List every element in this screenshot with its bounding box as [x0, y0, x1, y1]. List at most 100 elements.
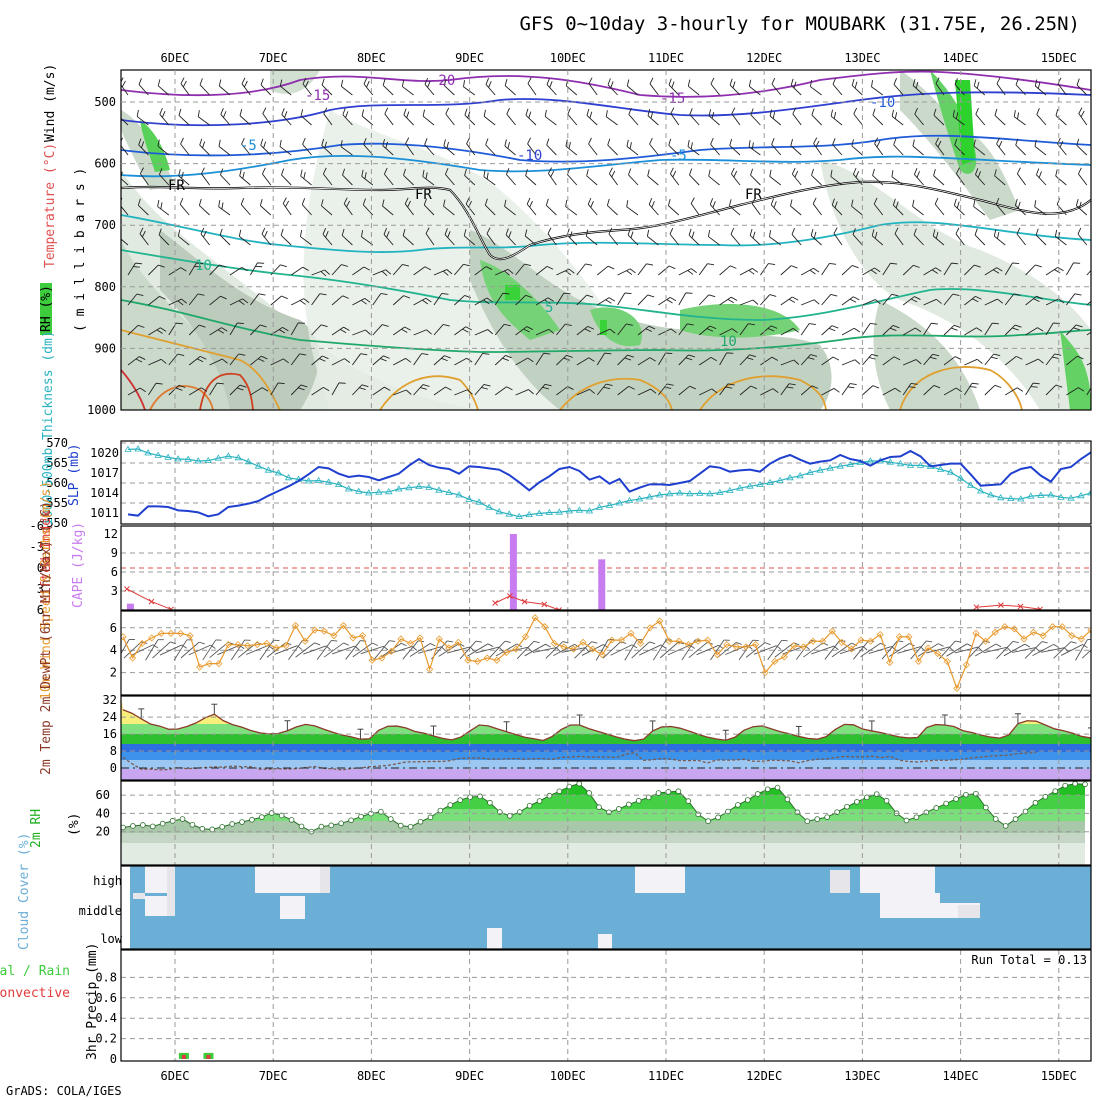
barb-staff [168, 298, 182, 306]
wind-barb [749, 228, 761, 246]
wind-barb [647, 109, 659, 126]
wind-barb [1086, 326, 1091, 336]
wind-barb [342, 168, 353, 186]
barb-staff [372, 293, 382, 306]
barb-staff [729, 84, 741, 96]
rh-marker [1082, 781, 1088, 788]
barb-flag [217, 329, 225, 334]
rh-marker [675, 788, 682, 795]
rh-marker [933, 805, 940, 811]
barb-staff [261, 233, 272, 246]
barb-staff [770, 204, 782, 216]
barb-flag [504, 640, 511, 643]
wind-barb [565, 139, 578, 156]
wind-barb [874, 137, 884, 156]
barb-staff [266, 642, 287, 658]
wind-barb [809, 79, 822, 96]
barb-staff [739, 268, 753, 276]
ylabel-rh2m: 2m RH [29, 809, 44, 848]
thickness-marker [716, 488, 724, 495]
barb-flag [200, 387, 208, 392]
barb-flag [215, 639, 222, 641]
barb-flag [725, 386, 733, 389]
barb-flag [668, 265, 676, 270]
barb-staff [345, 640, 361, 660]
wind-barb [760, 356, 779, 366]
surface-wind-barb [946, 643, 973, 657]
thickness-marker [375, 488, 383, 495]
cape-bars [126, 534, 606, 610]
barb-flag [670, 328, 677, 334]
barb-staff [1017, 173, 1026, 186]
precip-tick-label: 0.6 [95, 991, 117, 1005]
barb-staff [123, 641, 142, 659]
wind-barb [596, 297, 616, 306]
barb-flag [729, 265, 737, 269]
wind-speed-marker [1010, 625, 1018, 633]
barb-flag [647, 169, 650, 177]
barb-flag [833, 112, 837, 119]
barb-flag [954, 78, 958, 85]
wind-barb [157, 139, 170, 156]
barb-staff [790, 205, 802, 216]
barb-flag [871, 353, 879, 357]
barb-staff [475, 646, 499, 654]
wind-barb [739, 385, 758, 396]
wind-barb [148, 327, 167, 336]
wind-speed-marker [914, 657, 923, 665]
barb-flag [524, 263, 532, 267]
barb-staff [597, 328, 611, 336]
barb-staff [687, 146, 700, 156]
barb-flag [121, 80, 126, 88]
barb-flag [528, 389, 534, 395]
barb-staff [943, 293, 954, 306]
wind-barb [474, 266, 493, 276]
barb-staff [127, 324, 139, 336]
wind-barb [413, 353, 429, 366]
barb-staff [392, 326, 405, 336]
wind-barb [853, 107, 863, 126]
wind-barb [535, 297, 554, 306]
wind-speed-marker [991, 628, 999, 636]
wind-barb [209, 264, 226, 276]
li-line [494, 595, 560, 610]
wind-speed-marker [512, 645, 520, 653]
surface-wind-barb [459, 640, 482, 660]
barb-flag [1078, 387, 1085, 392]
date-label-bottom: 7DEC [259, 1069, 288, 1083]
barb-flag [668, 78, 672, 86]
wind-speed-marker [751, 641, 760, 649]
barb-flag [198, 198, 202, 206]
li-marker [124, 586, 130, 592]
barb-staff [445, 173, 455, 186]
barb-staff [405, 143, 414, 156]
barb-staff [341, 86, 353, 96]
barb-staff [331, 295, 343, 306]
wind-barb [494, 386, 513, 396]
barb-staff [698, 263, 708, 276]
wind-barb [322, 227, 333, 246]
barb-flag [1013, 293, 1021, 296]
barb-staff [903, 359, 917, 366]
surface-wind-barb [145, 639, 164, 661]
wind-speed-marker [244, 642, 252, 650]
rh-marker [1052, 788, 1059, 794]
barb-flag [1006, 646, 1012, 652]
barb-flag [996, 77, 1001, 84]
barb-staff [180, 641, 200, 659]
wind-barb [311, 355, 329, 366]
barb-flag [141, 141, 145, 148]
barb-staff [1034, 146, 1047, 156]
barb-flag [483, 170, 486, 177]
barb-flag [343, 326, 350, 331]
barb-staff [260, 144, 272, 156]
barb-flag [322, 355, 329, 360]
barb-flag [852, 167, 857, 175]
barb-flag [1064, 647, 1069, 653]
thickness-marker [1077, 492, 1085, 499]
barb-flag [1094, 297, 1100, 304]
wind-barb [383, 228, 394, 246]
li-tick-label: -3 [30, 540, 44, 554]
upper-wind-barbs [121, 77, 1100, 396]
